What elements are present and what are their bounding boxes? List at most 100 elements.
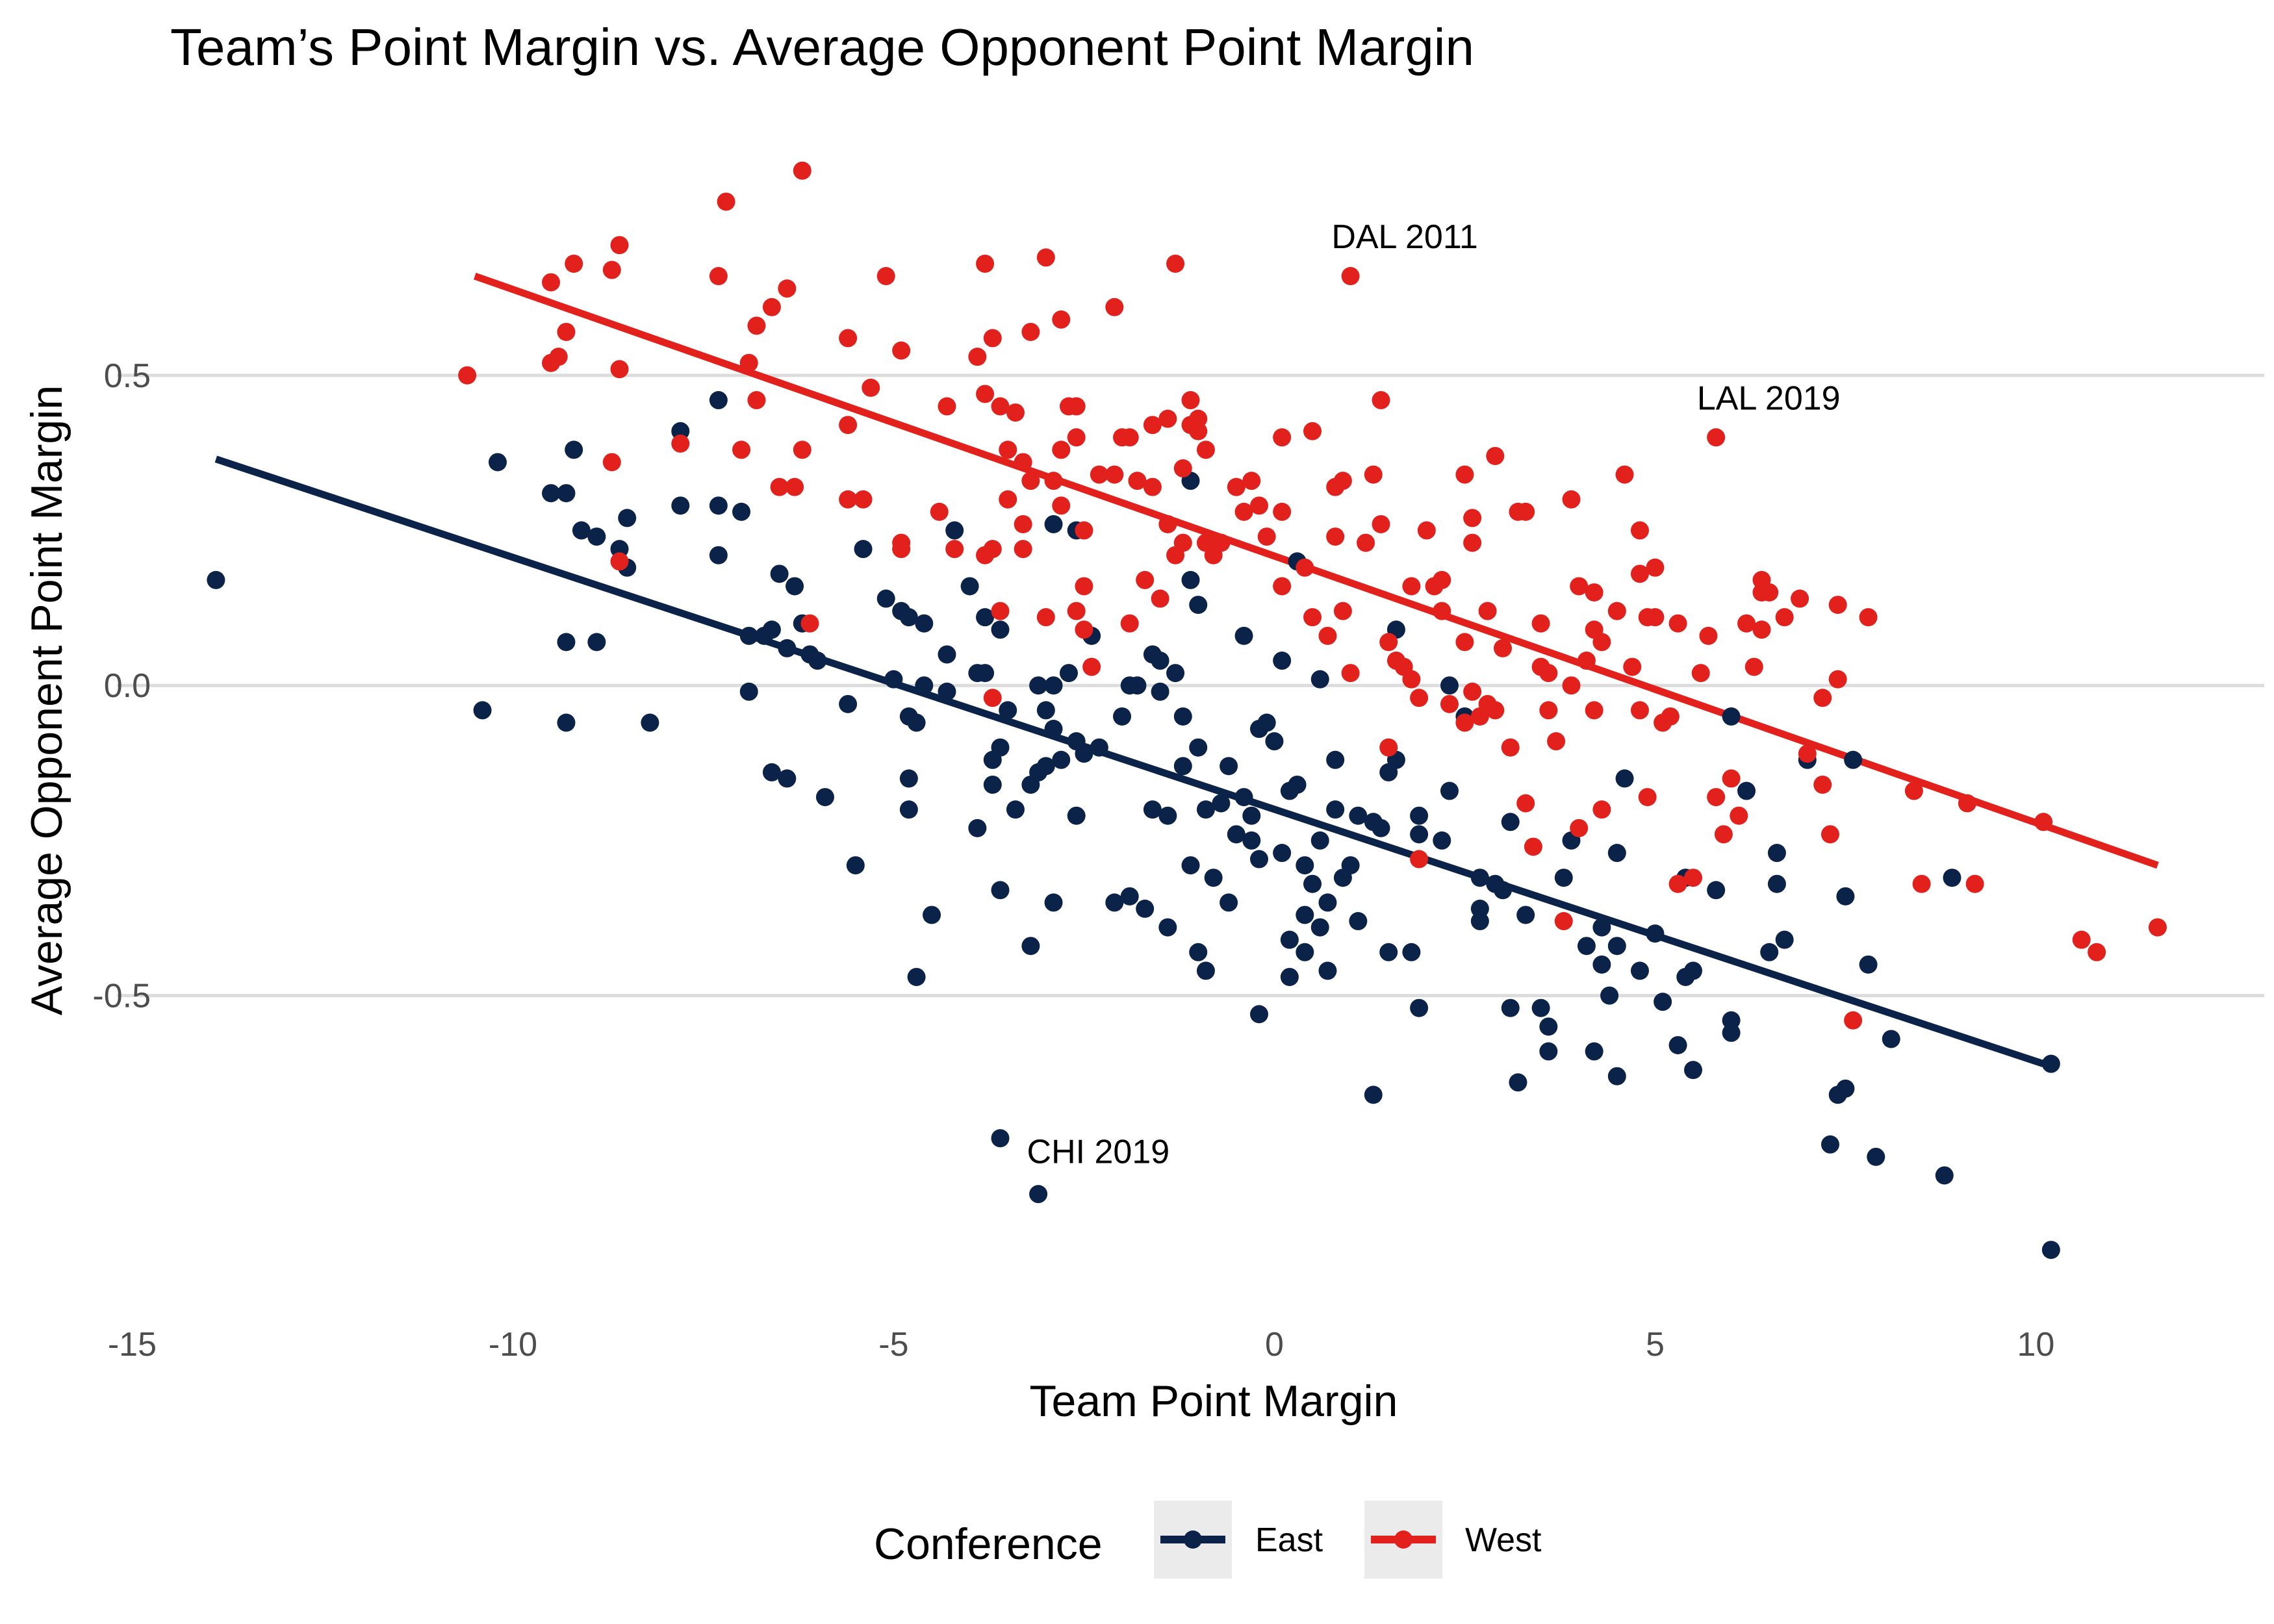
data-point-east — [1196, 961, 1215, 980]
data-point-east — [876, 589, 895, 608]
data-point-west — [1318, 626, 1337, 645]
data-point-east — [1029, 676, 1048, 695]
data-point-west — [1333, 472, 1352, 490]
data-point-west — [1486, 446, 1505, 465]
data-point-east — [1090, 738, 1108, 757]
data-point-west — [1440, 694, 1459, 713]
data-point-east — [1440, 781, 1459, 800]
data-point-west — [839, 416, 858, 435]
x-tick-label: 10 — [2017, 1326, 2054, 1364]
data-point-west — [1820, 825, 1839, 844]
data-point-west — [945, 540, 964, 559]
data-point-east — [1059, 664, 1078, 683]
data-point-west — [1181, 391, 1200, 410]
data-point-west — [1333, 602, 1352, 620]
data-point-east — [1242, 831, 1261, 850]
data-point-east — [1234, 626, 1253, 645]
data-point-east — [1296, 943, 1314, 961]
data-point-east — [739, 682, 758, 701]
data-point-west — [983, 689, 1002, 707]
data-point-east — [1257, 713, 1276, 732]
data-point-west — [1707, 788, 1726, 807]
data-point-east — [709, 391, 728, 410]
data-point-west — [1904, 781, 1923, 800]
data-point-east — [1935, 1166, 1954, 1185]
data-point-west — [1577, 652, 1596, 670]
data-point-east — [207, 570, 225, 589]
data-point-east — [1227, 825, 1246, 844]
data-point-west — [1737, 614, 1756, 633]
data-point-east — [1044, 514, 1063, 533]
data-point-east — [899, 800, 918, 819]
data-point-west — [1562, 676, 1581, 695]
data-point-east — [1318, 893, 1337, 912]
trend-line-east — [214, 455, 2045, 1067]
data-point-west — [717, 192, 735, 211]
data-point-east — [945, 521, 964, 540]
data-point-east — [1760, 943, 1779, 961]
data-point-west — [1036, 608, 1055, 627]
data-point-east — [1943, 869, 1961, 887]
data-point-east — [1494, 881, 1513, 900]
data-point-east — [1143, 800, 1162, 819]
point-annotation: CHI 2019 — [1027, 1133, 1170, 1171]
data-point-west — [1372, 391, 1390, 410]
data-point-west — [1105, 298, 1124, 316]
data-point-east — [1844, 750, 1863, 769]
data-point-east — [1273, 844, 1292, 863]
data-point-east — [1173, 757, 1192, 776]
data-point-west — [1585, 701, 1603, 720]
data-point-east — [1181, 570, 1200, 589]
data-point-west — [1524, 837, 1542, 856]
data-point-east — [938, 682, 956, 701]
chart-title: Team’s Point Margin vs. Average Opponent… — [170, 18, 1474, 76]
data-point-east — [1181, 856, 1200, 875]
data-point-west — [892, 540, 911, 559]
data-point-west — [1379, 738, 1398, 757]
data-point-east — [938, 645, 956, 664]
data-point-east — [709, 546, 728, 565]
data-point-east — [1113, 707, 1132, 726]
data-point-east — [968, 818, 987, 837]
data-point-west — [1539, 664, 1558, 683]
data-point-west — [1714, 825, 1733, 844]
data-point-west — [1372, 514, 1390, 533]
data-point-west — [1859, 608, 1878, 627]
data-point-east — [1296, 906, 1314, 924]
data-point-west — [1143, 477, 1162, 496]
data-point-west — [1173, 459, 1192, 478]
data-point-east — [1166, 664, 1185, 683]
data-point-east — [1501, 998, 1520, 1017]
data-point-west — [1151, 589, 1169, 608]
data-point-west — [2072, 930, 2091, 949]
data-point-west — [1463, 533, 1482, 552]
data-point-east — [1722, 707, 1741, 726]
data-point-west — [1554, 912, 1573, 931]
trend-lines — [214, 272, 2159, 1067]
data-point-west — [2034, 813, 2053, 831]
data-point-west — [1791, 589, 1809, 608]
data-point-west — [1684, 869, 1703, 887]
data-point-west — [602, 260, 621, 279]
data-point-east — [1326, 800, 1345, 819]
data-point-east — [1021, 937, 1040, 956]
data-point-west — [1128, 472, 1147, 490]
data-point-west — [1570, 577, 1589, 596]
point-annotations: DAL 2011 LAL 2019 CHI 2019 — [1027, 218, 1841, 1171]
data-point-east — [1151, 682, 1169, 701]
data-point-west — [1379, 633, 1398, 652]
y-axis-title: Average Opponent Point Margin — [22, 385, 71, 1015]
data-point-west — [1166, 254, 1185, 273]
data-point-east — [1067, 732, 1086, 751]
data-point-west — [542, 353, 561, 372]
data-point-east — [1341, 856, 1360, 875]
data-point-west — [1630, 521, 1649, 540]
data-point-west — [1158, 409, 1177, 428]
data-point-west — [991, 602, 1010, 620]
data-point-west — [1249, 496, 1268, 515]
data-point-west — [1623, 657, 1642, 676]
x-tick-label: -5 — [878, 1326, 908, 1364]
data-point-west — [1341, 267, 1360, 286]
data-point-west — [1006, 403, 1025, 422]
data-point-east — [839, 694, 858, 713]
